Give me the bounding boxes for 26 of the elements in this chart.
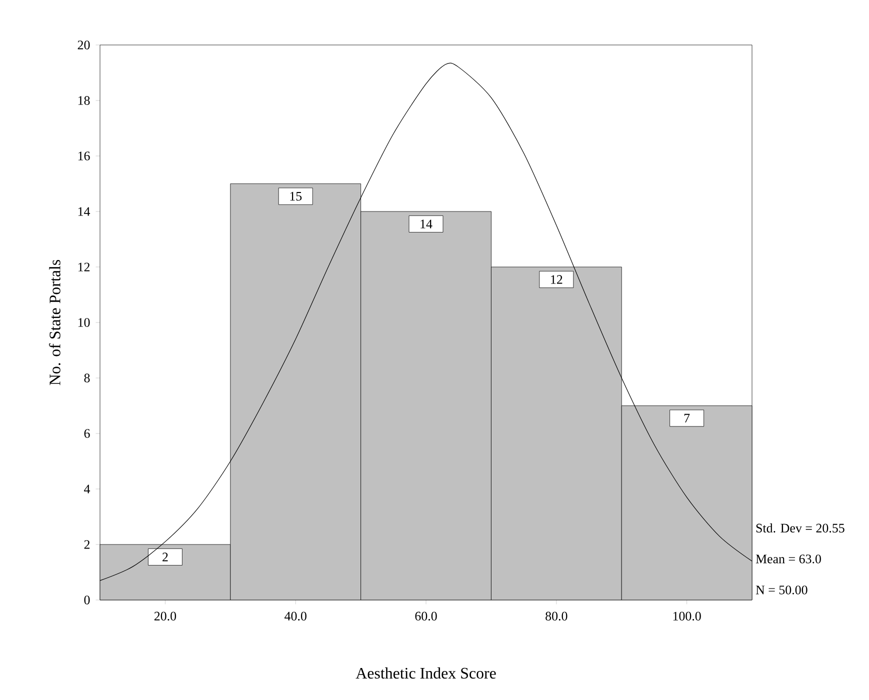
text: Mean = 63.0 [756,554,821,564]
y-tick-label: 14 [78,207,90,216]
y-tick-label: 10 [78,318,90,327]
y-tick-label: 16 [78,152,90,160]
x-tick-label: 20.0 [154,612,176,621]
y-axis-title: No. of State Portals [49,260,60,386]
text: Std. Dev = 20.55 [756,523,844,533]
y-tick-label: 8 [84,374,90,382]
y-tick-label: 6 [84,429,90,438]
y-tick-label: 20 [78,40,90,50]
text: N = 50.00 [756,586,808,594]
data-label: 12 [551,275,562,284]
y-tick-label: 2 [84,540,90,549]
y-tick-label: 12 [78,262,90,272]
data-label: 2 [162,552,168,562]
y-tick-label: 4 [84,484,90,494]
x-tick-label: 100.0 [673,612,701,621]
data-label: 7 [684,414,690,422]
y-tick-label: 18 [78,96,90,105]
data-label: 14 [420,220,432,228]
x-tick-label: 80.0 [546,612,568,621]
x-axis-title: Aesthetic Index Score [356,667,496,679]
x-tick-label: 60.0 [415,612,437,621]
data-label: 15 [290,192,302,201]
x-tick-label: 40.0 [284,612,306,621]
y-tick-label: 0 [84,596,90,604]
